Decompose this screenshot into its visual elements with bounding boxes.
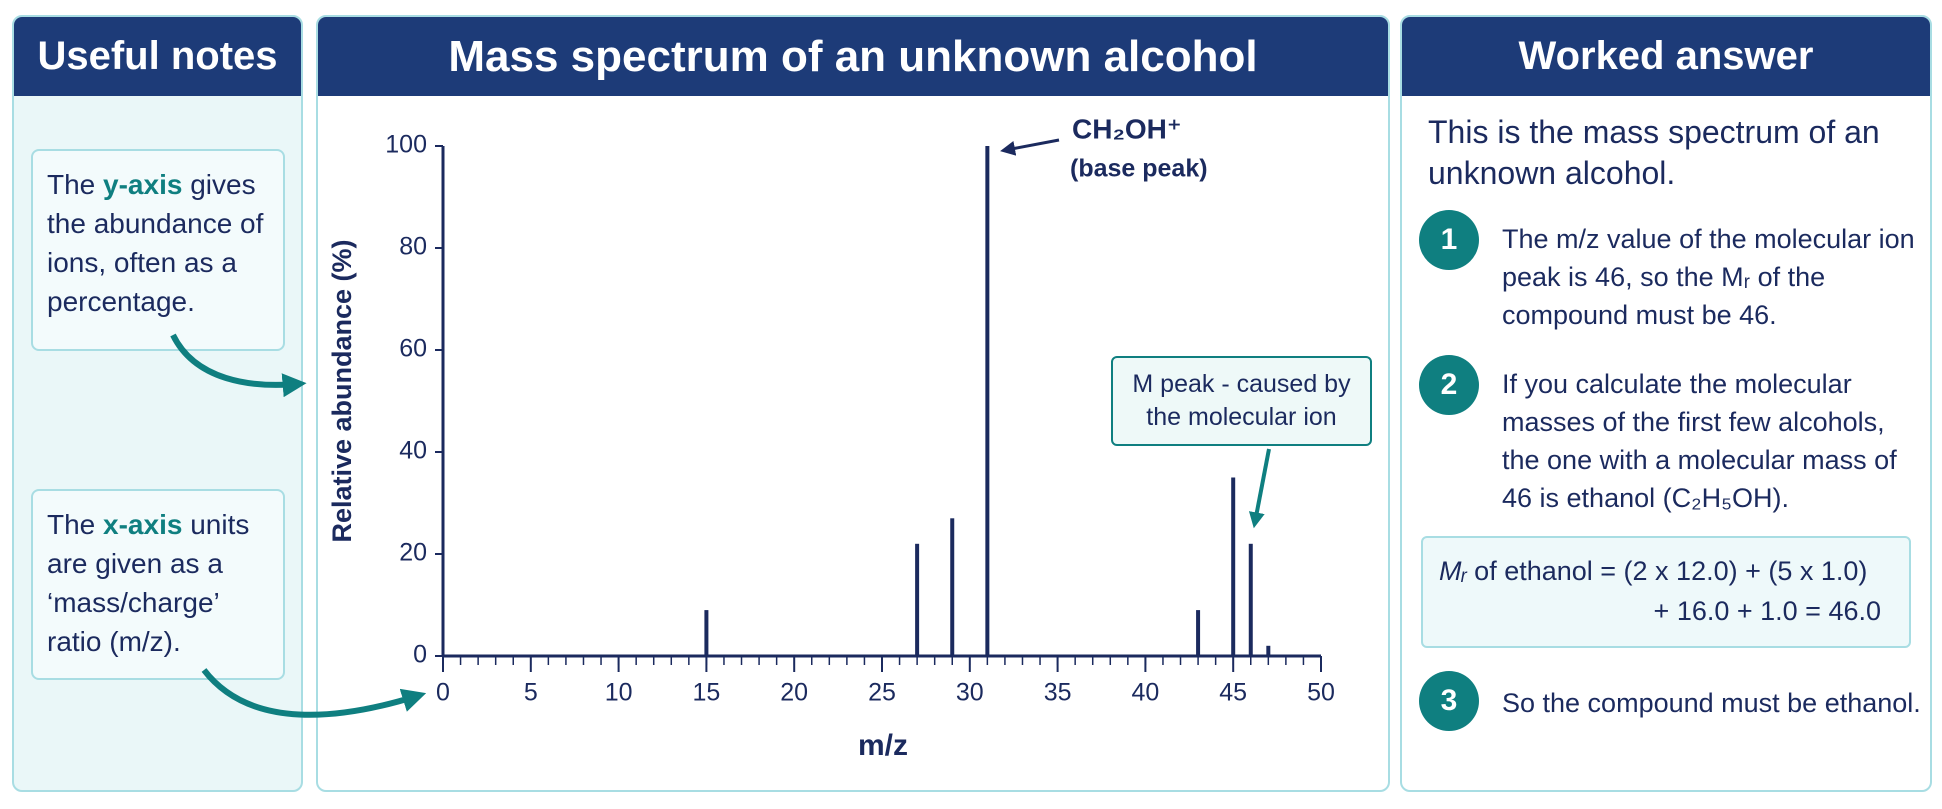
note-arrow <box>201 668 427 718</box>
peak <box>985 146 990 656</box>
note-keyword: x-axis <box>103 509 183 540</box>
note-box: The x-axis units are given as a ‘mass/ch… <box>31 489 285 680</box>
answer-panel: Worked answer <box>1400 15 1932 792</box>
note-arrow <box>170 333 307 398</box>
step-number: 1 <box>1419 210 1479 270</box>
equation-symbol: Mᵣ <box>1439 556 1467 586</box>
x-tick-label: 20 <box>780 679 808 707</box>
equation-text: of ethanol = (2 x 12.0) + (5 x 1.0) <box>1474 556 1868 586</box>
x-tick-label: 40 <box>1131 679 1159 707</box>
annotation-text: (base peak) <box>1070 155 1208 183</box>
x-tick-label: 10 <box>605 679 633 707</box>
x-tick-label: 35 <box>1044 679 1072 707</box>
x-tick-label: 45 <box>1219 679 1247 707</box>
step-text: So the compound must be ethanol. <box>1502 688 1921 718</box>
note-text: The <box>47 509 104 540</box>
annotation-arrow <box>1248 448 1271 529</box>
peak <box>1248 543 1253 656</box>
step-text: If you calculate the molecular masses of… <box>1502 369 1897 513</box>
note-keyword: y-axis <box>103 169 183 200</box>
y-tick-label: 40 <box>399 437 427 465</box>
x-tick-label: 25 <box>868 679 896 707</box>
answer-title: Worked answer <box>1402 17 1930 96</box>
y-tick-label: 20 <box>399 539 427 567</box>
x-tick-label: 5 <box>524 679 538 707</box>
peak <box>950 518 955 656</box>
peak <box>1266 645 1271 656</box>
notes-title: Useful notes <box>14 17 301 96</box>
y-tick-label: 80 <box>399 233 427 261</box>
step-text: The m/z value of the molecular ion peak … <box>1502 224 1915 330</box>
equation-text: + 16.0 + 1.0 = 46.0 <box>1653 596 1881 626</box>
y-tick-label: 0 <box>413 641 427 669</box>
peak <box>704 610 709 656</box>
peak <box>1196 610 1201 656</box>
peak <box>915 543 920 656</box>
y-tick-label: 100 <box>385 131 427 159</box>
note-text: units are given as a ‘mass/charge’ ratio… <box>47 509 250 657</box>
intro-text: This is the mass spectrum of an unknown … <box>1428 114 1880 191</box>
step-number: 2 <box>1419 355 1479 415</box>
x-tick-label: 30 <box>956 679 984 707</box>
equation-box: Mᵣ of ethanol = (2 x 12.0) + (5 x 1.0) +… <box>1421 536 1911 648</box>
x-tick-label: 0 <box>436 679 450 707</box>
annotation-box: M peak - caused by the molecular ion <box>1111 356 1372 446</box>
note-box: The y-axis gives the abundance of ions, … <box>31 149 285 351</box>
chart-title: Mass spectrum of an unknown alcohol <box>318 17 1388 96</box>
annotation-text: CH₂OH⁺ <box>1072 113 1182 144</box>
y-tick-label: 60 <box>399 335 427 363</box>
peak <box>1231 477 1236 656</box>
x-axis-label: m/z <box>858 729 908 762</box>
x-tick-label: 15 <box>692 679 720 707</box>
y-axis-label: Relative abundance (%) <box>327 239 357 542</box>
annotation-arrow <box>1000 138 1060 156</box>
note-text: gives the abundance of ions, often as a … <box>47 169 264 317</box>
x-tick-label: 50 <box>1307 679 1335 707</box>
step-number: 3 <box>1419 671 1479 731</box>
note-text: The <box>47 169 104 200</box>
